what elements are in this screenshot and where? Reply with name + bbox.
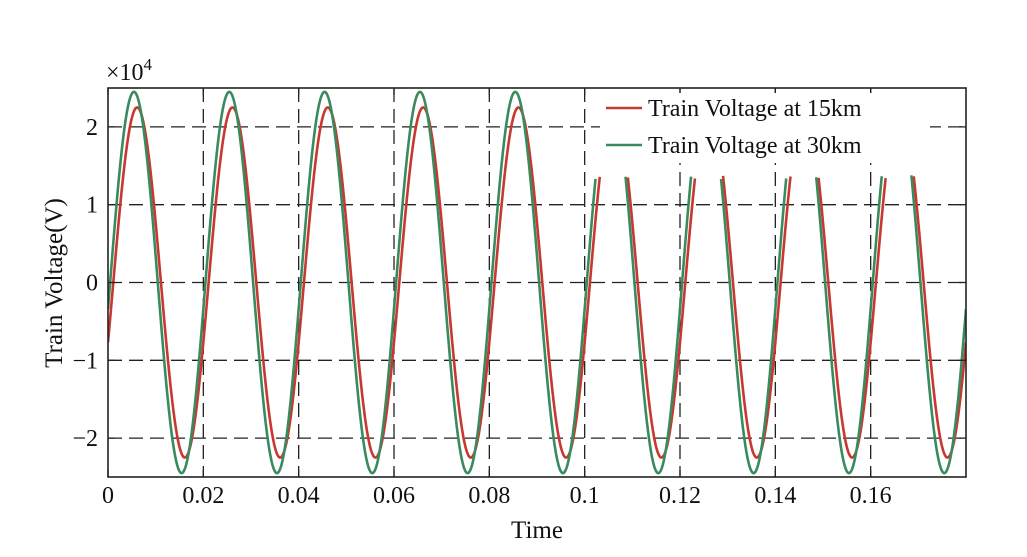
legend-box bbox=[600, 93, 930, 163]
x-tick-label: 0.16 bbox=[850, 483, 892, 509]
y-tick-label: 0 bbox=[86, 271, 98, 297]
legend-label-15km: Train Voltage at 15km bbox=[648, 96, 862, 122]
legend-label-30km: Train Voltage at 30km bbox=[648, 133, 862, 159]
x-tick-label: 0.12 bbox=[659, 483, 701, 509]
x-tick-label: 0.08 bbox=[468, 483, 510, 509]
x-axis-title: Time bbox=[511, 517, 563, 544]
y-tick-label: 2 bbox=[86, 115, 98, 141]
x-tick-label: 0.06 bbox=[373, 483, 415, 509]
y-tick-label: 1 bbox=[86, 193, 98, 219]
x-tick-label: 0.02 bbox=[182, 483, 224, 509]
legend: Train Voltage at 15km Train Voltage at 3… bbox=[600, 93, 930, 163]
x-tick-label: 0.04 bbox=[278, 483, 320, 509]
series-line-15km bbox=[108, 106, 966, 459]
y-axis-title: Train Voltage(V) bbox=[41, 198, 68, 368]
y-multiplier: ×104 bbox=[106, 55, 153, 86]
series-line-30km bbox=[108, 90, 966, 475]
axis-ticks: 0 0.02 0.04 0.06 0.08 0.1 0.12 0.14 0.16 −2 −1 0 1 2 bbox=[72, 88, 966, 509]
y-tick-label: −2 bbox=[72, 426, 98, 452]
series-lines bbox=[108, 90, 966, 475]
y-tick-label: −1 bbox=[72, 348, 98, 374]
x-tick-label: 0 bbox=[102, 483, 114, 509]
x-tick-label: 0.1 bbox=[570, 483, 600, 509]
x-tick-label: 0.14 bbox=[754, 483, 796, 509]
